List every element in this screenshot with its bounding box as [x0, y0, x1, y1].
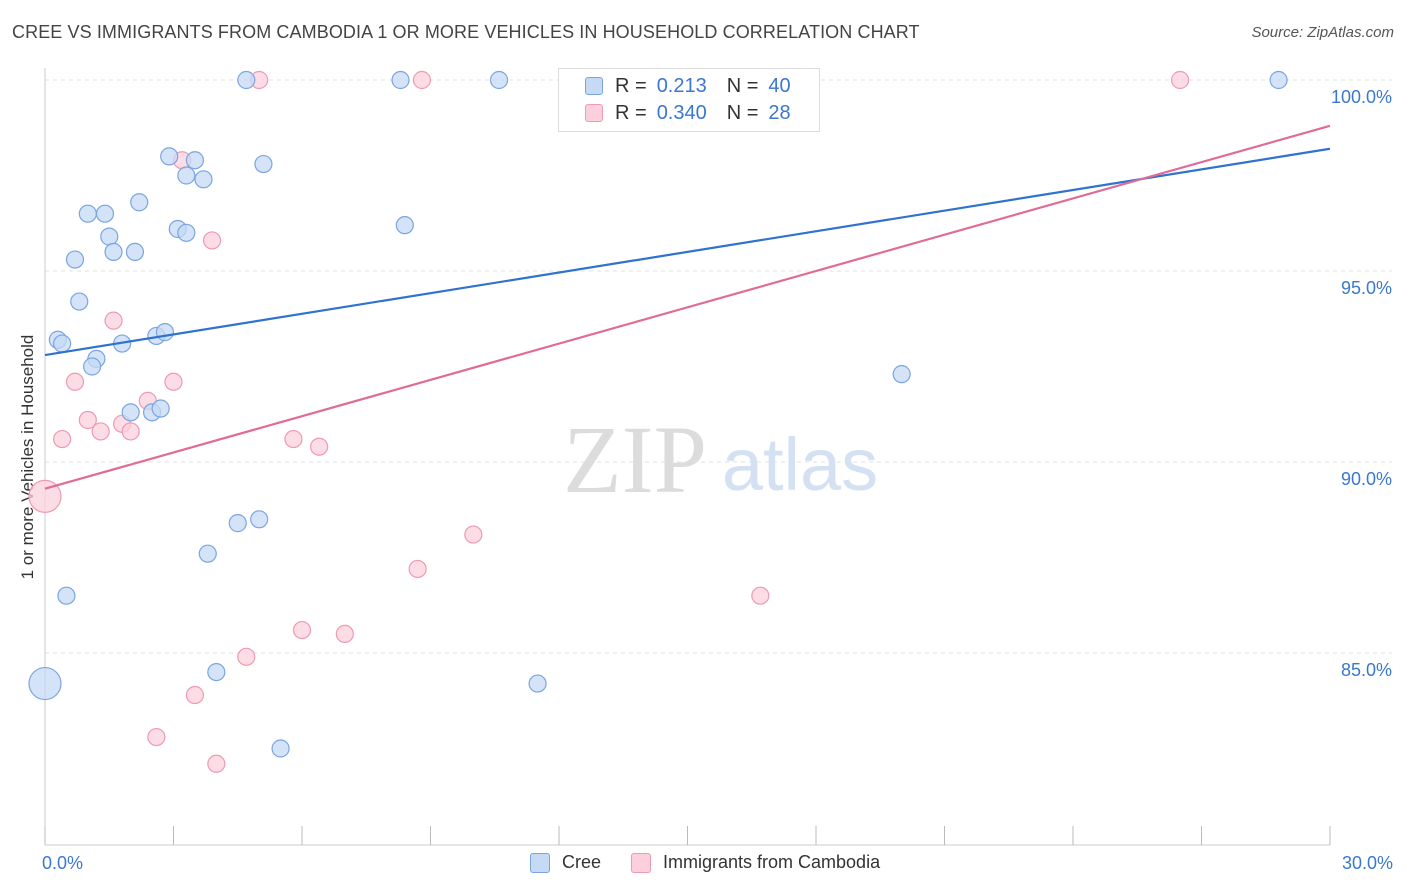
- cree-point: [78, 204, 97, 223]
- legend-swatch-cambodia: [585, 104, 603, 122]
- watermark-zip: ZIP: [563, 406, 707, 513]
- y-tick-label: 85.0%: [1341, 660, 1392, 680]
- legend-label-cree: Cree: [562, 852, 602, 872]
- legend-row-cree: R = 0.213 N = 40: [585, 74, 791, 98]
- legend-n-value: 40: [768, 74, 791, 97]
- cambodia-point: [147, 727, 166, 747]
- cree-point: [177, 223, 196, 242]
- legend-r-label: R =: [615, 101, 647, 124]
- series-cree: [28, 70, 1288, 758]
- y-tick-label: 95.0%: [1341, 278, 1392, 298]
- cree-point: [104, 242, 123, 261]
- legend-r-label: R =: [615, 74, 647, 97]
- cree-point: [83, 357, 102, 376]
- cree-point: [121, 403, 140, 422]
- cambodia-point: [207, 754, 226, 773]
- cree-point: [70, 292, 89, 311]
- cambodia-point: [53, 429, 72, 449]
- correlation-legend: R = 0.213 N = 40 R = 0.340 N = 28: [558, 68, 820, 132]
- y-tick-label: 90.0%: [1341, 469, 1392, 489]
- chart-title: CREE VS IMMIGRANTS FROM CAMBODIA 1 OR MO…: [12, 22, 920, 42]
- cambodia-point: [185, 685, 205, 705]
- x-tick-label-max: 30.0%: [1342, 853, 1393, 873]
- cree-point: [1269, 70, 1288, 90]
- cambodia-point: [202, 231, 222, 250]
- cree-point: [28, 666, 62, 701]
- cambodia-point: [751, 586, 770, 605]
- trend-lines: [44, 124, 1331, 490]
- legend-swatch-cambodia: [631, 852, 652, 873]
- cree-point: [155, 323, 175, 342]
- cree-point: [391, 70, 410, 90]
- cambodia-point: [104, 311, 123, 330]
- watermark-atlas: atlas: [722, 423, 878, 506]
- cree-point: [198, 544, 217, 563]
- cambodia-point: [1170, 70, 1190, 90]
- legend-item-cambodia[interactable]: Immigrants from Cambodia: [631, 852, 880, 873]
- cambodia-point: [310, 437, 329, 456]
- cree-point: [892, 365, 911, 384]
- legend-r-value: 0.213: [656, 74, 707, 97]
- cambodia-point: [292, 620, 312, 640]
- cambodia-point: [164, 372, 183, 391]
- cambodia-point: [284, 429, 303, 449]
- cree-point: [254, 154, 273, 174]
- cambodia-point: [335, 624, 354, 644]
- cambodia-point: [91, 422, 110, 441]
- series-immigrants-from-cambodia: [28, 70, 1190, 773]
- cambodia-point: [464, 525, 483, 544]
- cree-trend-line: [44, 147, 1331, 357]
- source-label: Source: ZipAtlas.com: [1251, 24, 1394, 41]
- cree-point: [395, 216, 414, 235]
- cree-point: [271, 739, 290, 758]
- cree-point: [237, 70, 256, 90]
- cree-point: [130, 193, 149, 212]
- cambodia-point: [408, 559, 427, 579]
- cree-point: [100, 227, 119, 246]
- cambodia-point: [412, 70, 432, 90]
- cree-point: [177, 166, 196, 185]
- cree-point: [489, 70, 509, 90]
- cree-point: [57, 586, 76, 605]
- cree-point: [528, 674, 547, 693]
- legend-swatch-cree: [585, 77, 603, 95]
- legend-label-cambodia: Immigrants from Cambodia: [663, 852, 881, 872]
- cambodia-point: [78, 410, 97, 430]
- cree-point: [53, 334, 72, 353]
- cree-point: [65, 250, 85, 269]
- cree-point: [95, 204, 115, 223]
- legend-n-value: 28: [768, 101, 791, 124]
- legend-row-cambodia: R = 0.340 N = 28: [585, 101, 791, 125]
- cree-point: [207, 662, 226, 682]
- legend-n-label: N =: [726, 101, 759, 124]
- series-legend: Cree Immigrants from Cambodia: [530, 852, 910, 873]
- cambodia-trend-line: [44, 124, 1331, 490]
- cambodia-point: [121, 422, 140, 441]
- legend-swatch-cree: [530, 852, 550, 873]
- cree-point: [151, 399, 170, 418]
- cree-point: [194, 170, 213, 189]
- legend-r-value: 0.340: [656, 101, 707, 124]
- y-tick-label: 100.0%: [1331, 87, 1392, 107]
- axes: [44, 68, 1331, 846]
- cree-point: [125, 242, 145, 261]
- cambodia-point: [65, 372, 85, 391]
- cambodia-point: [237, 647, 256, 666]
- cambodia-point: [28, 479, 62, 513]
- cree-point: [160, 147, 179, 166]
- cree-point: [228, 514, 247, 533]
- legend-n-label: N =: [726, 74, 759, 97]
- legend-item-cree[interactable]: Cree: [530, 852, 601, 873]
- x-tick-label-min: 0.0%: [42, 853, 83, 873]
- cree-point: [185, 151, 205, 170]
- tick-labels: 85.0% 90.0% 95.0% 100.0% 0.0% 30.0%: [42, 87, 1393, 873]
- cree-point: [250, 510, 269, 529]
